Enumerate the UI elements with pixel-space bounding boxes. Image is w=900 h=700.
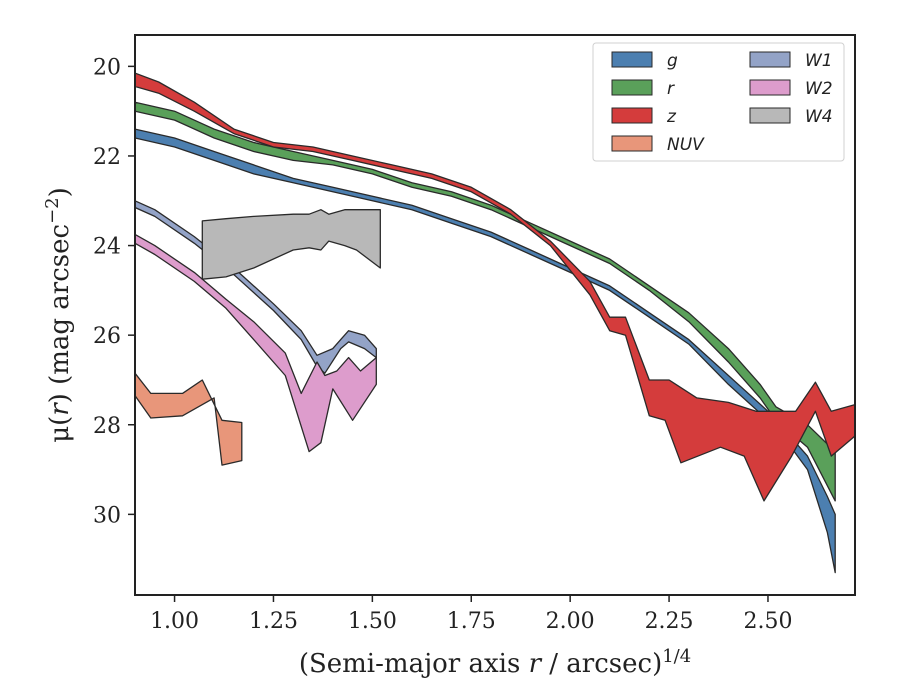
legend-swatch-z (611, 107, 653, 124)
legend-label-r: r (667, 79, 675, 99)
x-tick-label: 1.50 (348, 609, 397, 634)
series-band-r (135, 101, 836, 502)
x-tick-label: 1.75 (447, 609, 496, 634)
legend-box (592, 42, 845, 162)
legend-swatch-r (611, 79, 653, 96)
y-tick-label: 26 (93, 324, 121, 349)
legend-label-w1: W1 (805, 51, 833, 71)
x-tick-label: 1.00 (150, 609, 199, 634)
legend-swatch-w1 (749, 51, 791, 68)
legend-swatch-w4 (749, 107, 791, 124)
x-tick-label: 2.00 (546, 609, 595, 634)
y-tick-label: 30 (93, 503, 121, 528)
y-axis: 20 22 24 26 28 30 (93, 55, 135, 528)
y-tick-label: 28 (93, 414, 121, 439)
legend-swatch-w2 (749, 79, 791, 96)
legend: grz NUV W1 W2 W4 (592, 42, 845, 162)
x-tick-label: 2.25 (645, 609, 694, 634)
legend-label-w2: W2 (805, 79, 833, 99)
series-band-nuv (135, 372, 243, 466)
legend-label-g: g (667, 51, 678, 71)
legend-swatch-nuv (611, 135, 653, 152)
x-tick-label: 1.25 (249, 609, 298, 634)
series-band-z (135, 72, 855, 502)
series-band-w2 (135, 233, 377, 453)
legend-label-w4: W4 (805, 107, 833, 127)
legend-swatch-g (611, 51, 653, 68)
y-tick-label: 24 (93, 235, 121, 260)
series-layer (135, 72, 855, 574)
y-tick-label: 20 (93, 55, 121, 80)
series-band-g (135, 128, 836, 574)
x-axis-title: (Semi-major axis r / arcsec)1/4 (299, 646, 691, 680)
y-axis-title: μ(r) (mag arcsec−2) (42, 187, 76, 443)
legend-label-z: z (666, 107, 677, 127)
legend-label-nuv: NUV (667, 135, 705, 155)
plot-frame (134, 34, 856, 596)
x-tick-label: 2.50 (743, 609, 792, 634)
y-tick-label: 22 (93, 145, 121, 170)
series-band-w4 (201, 209, 381, 280)
x-axis: 1.00 1.25 1.50 1.75 2.00 2.25 2.50 (150, 595, 792, 634)
